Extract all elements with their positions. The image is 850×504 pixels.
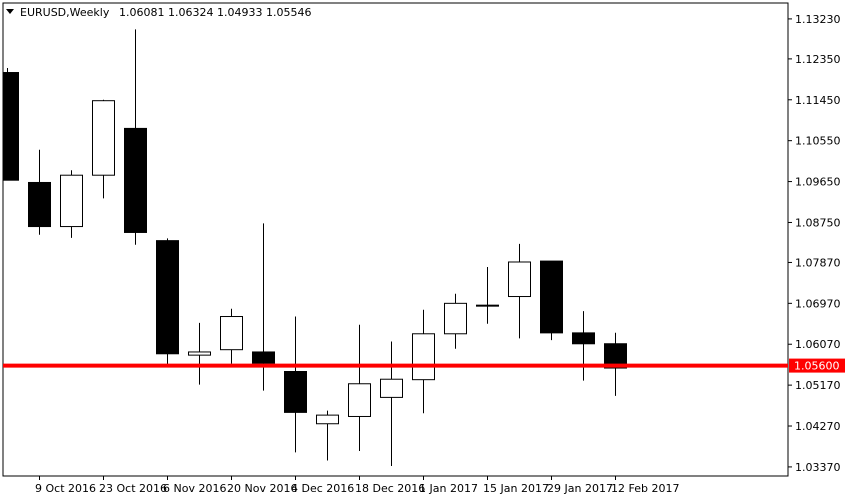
y-tick-label: 1.03370	[795, 461, 841, 474]
x-tick-label: 9 Oct 2016	[35, 482, 96, 495]
y-tick-label: 1.13230	[795, 13, 841, 26]
x-tick-label: 6 Nov 2016	[163, 482, 226, 495]
candle[interactable]	[124, 29, 147, 245]
level-price-badge	[789, 358, 845, 373]
x-tick-label: 15 Jan 2017	[483, 482, 549, 495]
candle-body-bear	[124, 127, 147, 233]
candle-body-bull	[220, 316, 243, 351]
candle-body-bear	[156, 240, 179, 355]
candle[interactable]	[92, 99, 115, 199]
candle[interactable]	[604, 332, 627, 396]
y-tick-label: 1.06070	[795, 338, 841, 351]
candle[interactable]	[28, 149, 51, 235]
candle-body-bear	[604, 343, 627, 369]
x-tick-label: 12 Feb 2017	[611, 482, 679, 495]
candle[interactable]	[540, 260, 563, 341]
y-tick-label: 1.05170	[795, 379, 841, 392]
symbol-label: EURUSD,Weekly	[20, 6, 110, 19]
candle-body-bull	[380, 378, 403, 398]
candle-body-bull	[412, 333, 435, 381]
candle[interactable]	[348, 324, 371, 452]
candle-body-bull	[316, 414, 339, 425]
candle-body-bear	[3, 72, 19, 181]
y-tick-label: 1.12350	[795, 53, 841, 66]
candle[interactable]	[508, 243, 531, 339]
x-tick-label: 1 Jan 2017	[419, 482, 478, 495]
candle-body-bull	[348, 383, 371, 417]
y-tick-label: 1.08750	[795, 216, 841, 229]
y-tick-label: 1.11450	[795, 94, 841, 107]
ohlc-readout: 1.06081 1.06324 1.04933 1.05546	[119, 6, 311, 19]
y-tick-label: 1.09650	[795, 176, 841, 189]
candle[interactable]	[316, 410, 339, 461]
level-price-label: 1.05600	[794, 360, 840, 373]
candle-body-bull	[188, 351, 211, 356]
candle[interactable]	[476, 266, 499, 324]
y-tick-label: 1.06970	[795, 297, 841, 310]
candle[interactable]	[444, 293, 467, 349]
candle[interactable]	[156, 238, 179, 365]
level-line-layer[interactable]: 1.05600	[3, 358, 845, 373]
candle-body-bull	[508, 261, 531, 298]
candles-layer	[0, 29, 627, 467]
dropdown-triangle-icon[interactable]	[6, 9, 14, 14]
x-tick-label: 18 Dec 2016	[355, 482, 425, 495]
price-axis[interactable]: 1.13230 1.12350 1.11450 1.10550 1.09650 1.087…	[788, 13, 841, 474]
candle[interactable]	[380, 341, 403, 467]
candle-body-bull	[60, 174, 83, 228]
candle[interactable]	[572, 311, 595, 381]
x-tick-label: 4 Dec 2016	[291, 482, 354, 495]
candle[interactable]	[284, 316, 307, 453]
chart-header: EURUSD,Weekly 1.06081 1.06324 1.04933 1.…	[6, 6, 311, 19]
y-tick-label: 1.04270	[795, 420, 841, 433]
candle[interactable]	[188, 322, 211, 385]
candle[interactable]	[412, 309, 435, 414]
candle[interactable]	[252, 223, 275, 391]
x-tick-label: 23 Oct 2016	[99, 482, 167, 495]
x-tick-label: 20 Nov 2016	[227, 482, 297, 495]
candle-body-bear	[284, 370, 307, 413]
candle-body-bull	[476, 304, 499, 307]
plot-area	[2, 2, 789, 477]
candle[interactable]	[220, 308, 243, 364]
candle-body-bear	[540, 260, 563, 334]
x-tick-label: 29 Jan 2017	[547, 482, 613, 495]
candle-body-bear	[252, 351, 275, 364]
candle-body-bear	[28, 181, 51, 228]
y-tick-label: 1.07870	[795, 256, 841, 269]
candle-body-bull	[92, 100, 115, 176]
candle[interactable]	[0, 67, 19, 181]
candle[interactable]	[60, 170, 83, 238]
y-tick-label: 1.10550	[795, 135, 841, 148]
candle-body-bear	[572, 332, 595, 345]
candle-body-bull	[444, 302, 467, 335]
